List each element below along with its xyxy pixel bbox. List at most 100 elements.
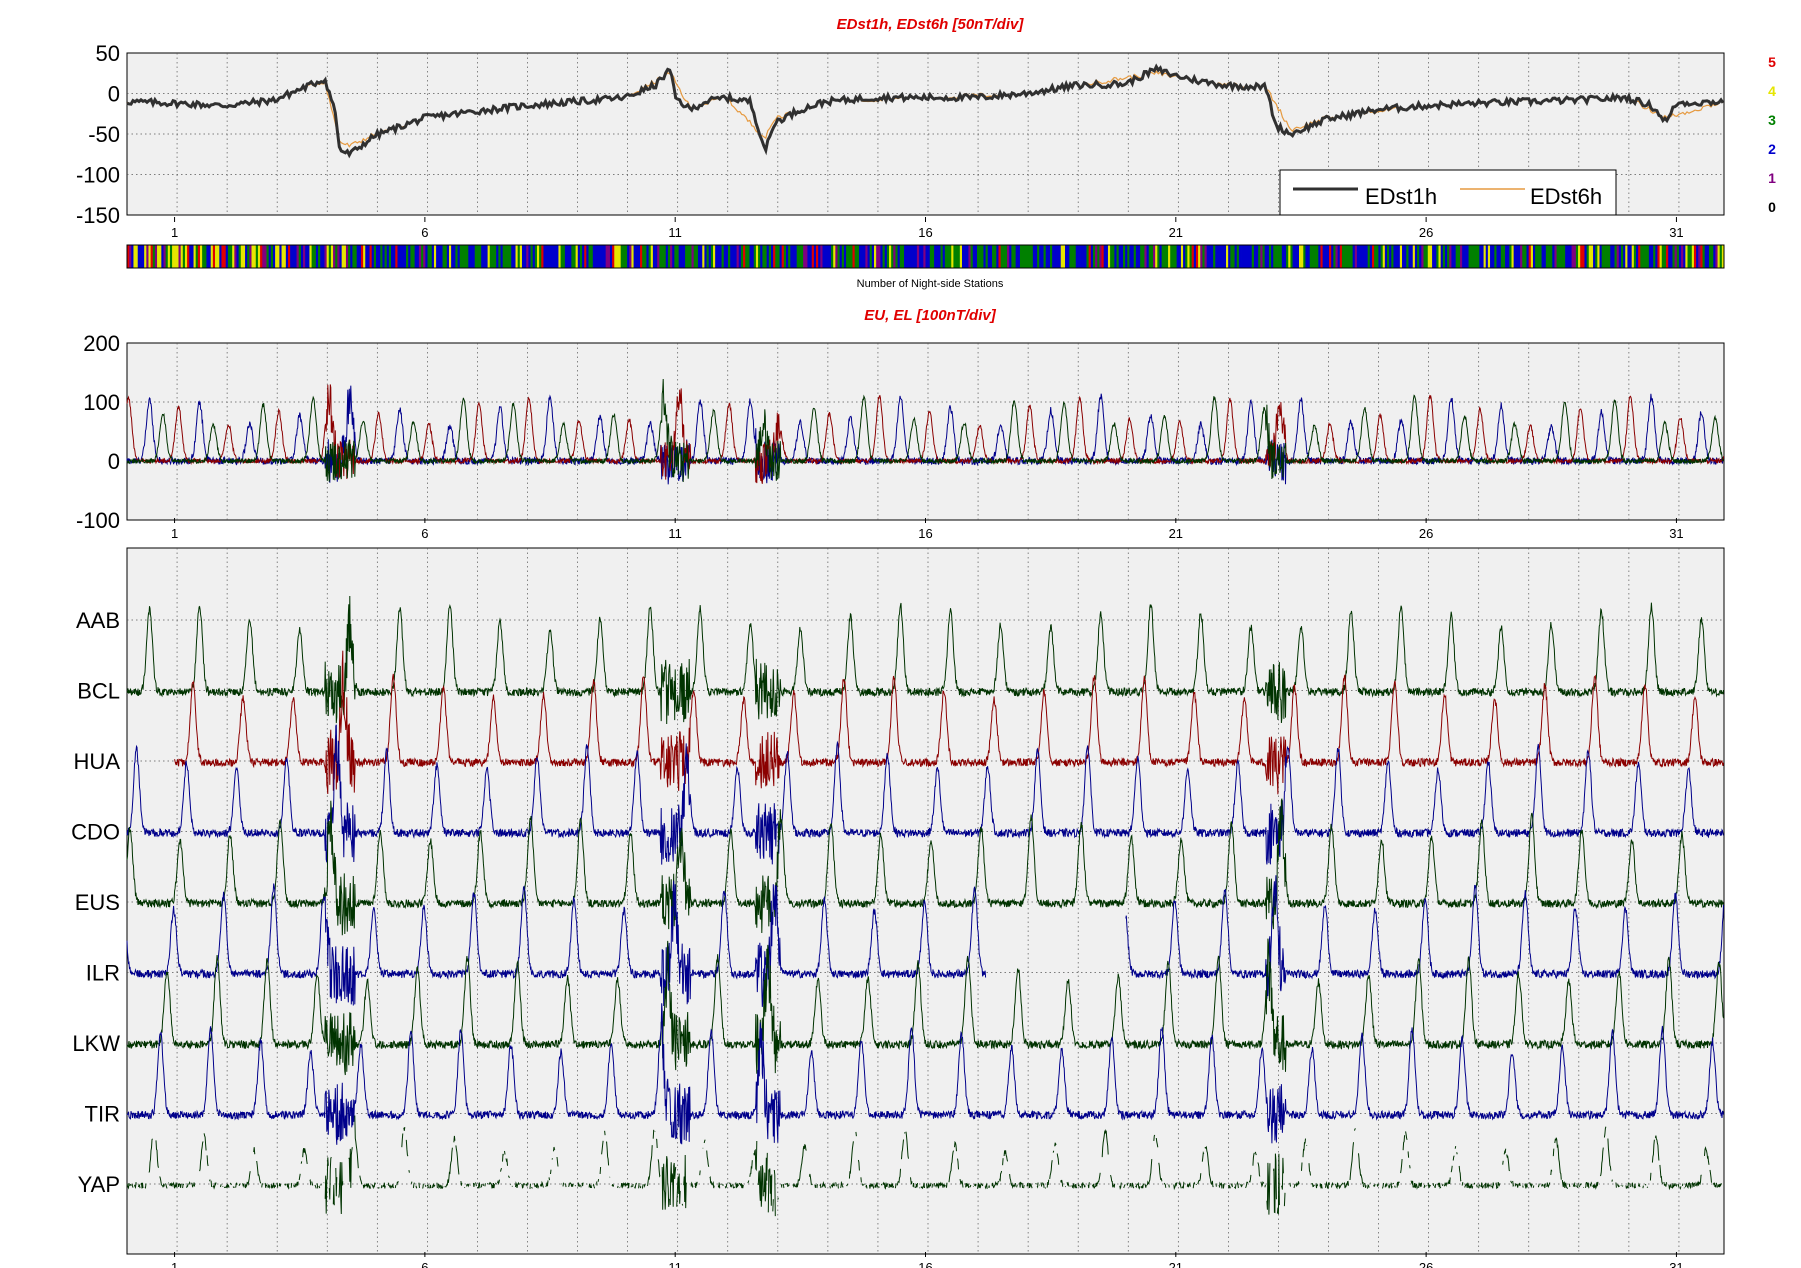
station-count-cell bbox=[1668, 245, 1671, 268]
station-count-cell bbox=[839, 245, 843, 268]
station-count-cell bbox=[513, 245, 516, 268]
station-count-cell bbox=[732, 245, 735, 268]
station-count-cell bbox=[1204, 245, 1208, 268]
station-count-cell bbox=[620, 245, 624, 268]
station-count-cell bbox=[335, 245, 338, 268]
station-count-cell bbox=[1097, 245, 1100, 268]
station-count-cell bbox=[1344, 245, 1347, 268]
station-count-cell bbox=[824, 245, 828, 268]
station-count-cell bbox=[1065, 245, 1068, 268]
station-count-cell bbox=[313, 245, 317, 268]
station-count-cell bbox=[743, 245, 746, 268]
station-count-cell bbox=[1500, 245, 1504, 268]
x-tick-label: 31 bbox=[1669, 225, 1683, 240]
station-count-cell bbox=[1176, 245, 1180, 268]
station-label-ilr: ILR bbox=[86, 961, 120, 986]
station-count-cell bbox=[401, 245, 405, 268]
station-count-cell bbox=[461, 245, 465, 268]
station-count-cell bbox=[989, 245, 993, 268]
station-count-cell bbox=[912, 245, 916, 268]
station-count-cell bbox=[1073, 245, 1077, 268]
station-count-cell bbox=[777, 245, 780, 268]
station-count-cell bbox=[863, 245, 866, 268]
station-count-cell bbox=[1520, 245, 1523, 268]
station-count-cell bbox=[142, 245, 145, 268]
x-tick-label: 1 bbox=[171, 526, 178, 541]
x-tick-label: 26 bbox=[1419, 225, 1433, 240]
station-count-cell bbox=[1629, 245, 1633, 268]
station-count-cell bbox=[1322, 245, 1326, 268]
station-count-cell bbox=[635, 245, 639, 268]
station-count-cell bbox=[1655, 245, 1658, 268]
station-count-cell bbox=[1414, 245, 1418, 268]
station-count-cell bbox=[283, 245, 287, 268]
station-count-cell bbox=[730, 245, 733, 268]
station-count-cell bbox=[174, 245, 177, 268]
station-count-cell bbox=[1234, 245, 1238, 268]
station-count-cell bbox=[315, 245, 319, 268]
station-count-cell bbox=[899, 245, 903, 268]
station-count-cell bbox=[1080, 245, 1083, 268]
station-count-cell bbox=[343, 245, 347, 268]
station-count-cell bbox=[1256, 245, 1259, 268]
y-tick-label: -100 bbox=[76, 508, 120, 533]
station-count-cell bbox=[609, 245, 613, 268]
station-count-cell bbox=[715, 245, 718, 268]
station-count-cell bbox=[459, 245, 463, 268]
station-count-cell bbox=[1131, 245, 1135, 268]
y-tick-label: -50 bbox=[88, 122, 120, 147]
station-count-cell bbox=[1715, 245, 1718, 268]
station-count-cell bbox=[225, 245, 229, 268]
station-count-cell bbox=[1475, 245, 1478, 268]
station-count-cell bbox=[968, 245, 971, 268]
station-count-cell bbox=[672, 245, 675, 268]
station-count-cell bbox=[1470, 245, 1474, 268]
station-count-cell bbox=[1580, 245, 1583, 268]
station-count-cell bbox=[1485, 245, 1489, 268]
station-count-cell bbox=[996, 245, 999, 268]
station-count-cell bbox=[421, 245, 424, 268]
station-count-cell bbox=[517, 245, 521, 268]
station-count-level-1: 1 bbox=[1768, 170, 1776, 186]
station-count-cell bbox=[680, 245, 684, 268]
station-count-cell bbox=[193, 245, 197, 268]
station-count-cell bbox=[1708, 245, 1712, 268]
station-count-cell bbox=[234, 245, 237, 268]
station-count-cell bbox=[397, 245, 401, 268]
station-count-cell bbox=[1532, 245, 1536, 268]
station-count-cell bbox=[959, 245, 963, 268]
station-count-cell bbox=[1432, 245, 1435, 268]
station-count-cell bbox=[305, 245, 308, 268]
station-count-cell bbox=[1584, 245, 1588, 268]
station-count-cell bbox=[893, 245, 896, 268]
station-count-cell bbox=[1462, 245, 1465, 268]
station-count-cell bbox=[758, 245, 761, 268]
station-count-cell bbox=[1558, 245, 1562, 268]
station-count-cell bbox=[736, 245, 740, 268]
station-count-cell bbox=[961, 245, 965, 268]
station-count-cell bbox=[1245, 245, 1248, 268]
station-count-cell bbox=[940, 245, 944, 268]
x-tick-label: 31 bbox=[1669, 526, 1683, 541]
y-tick-label: 0 bbox=[108, 82, 120, 107]
station-count-cell bbox=[1288, 245, 1291, 268]
station-count-cell bbox=[1026, 245, 1029, 268]
station-count-cell bbox=[1122, 245, 1126, 268]
station-count-cell bbox=[721, 245, 725, 268]
panel1-x-ticks: 1 6 11 16 21 26 31 bbox=[171, 217, 1684, 240]
station-count-cell bbox=[700, 245, 703, 268]
station-count-cell bbox=[925, 245, 929, 268]
station-count-cell bbox=[1129, 245, 1132, 268]
station-count-cell bbox=[607, 245, 611, 268]
station-count-cell bbox=[801, 245, 804, 268]
station-count-cell bbox=[1125, 245, 1128, 268]
station-count-cell bbox=[1253, 245, 1257, 268]
station-count-cell bbox=[1646, 245, 1650, 268]
station-count-cell bbox=[788, 245, 791, 268]
station-count-cell bbox=[992, 245, 995, 268]
station-count-cell bbox=[326, 245, 330, 268]
station-count-cell bbox=[929, 245, 933, 268]
station-count-cell bbox=[1578, 245, 1581, 268]
station-count-cell bbox=[395, 245, 398, 268]
